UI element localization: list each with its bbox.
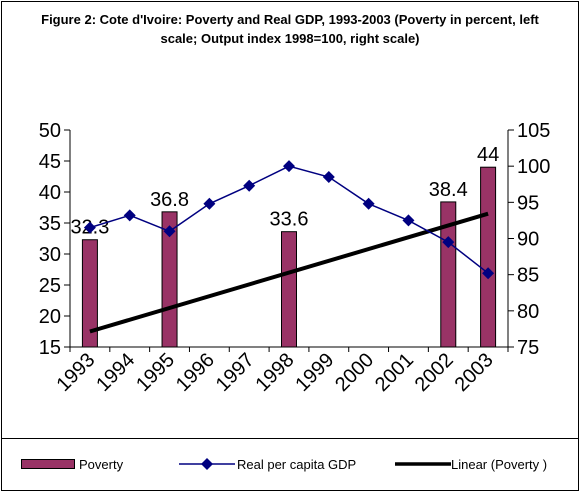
y-right-tick-label: 85 [517, 265, 539, 287]
chart-title: Figure 2: Cote d'Ivoire: Poverty and Rea… [40, 10, 540, 48]
chart-title-text: Figure 2: Cote d'Ivoire: Poverty and Rea… [41, 12, 539, 46]
y-left-tick-label: 40 [39, 182, 61, 204]
y-left-tick-label: 30 [39, 244, 61, 266]
y-right-tick-label: 90 [517, 229, 539, 251]
gdp-point-marker [402, 214, 415, 227]
bar-data-label: 33.6 [270, 209, 309, 231]
legend-label-gdp: Real per capita GDP [237, 456, 357, 472]
y-left-tick-label: 45 [39, 151, 61, 173]
legend-label-trend: Linear (Poverty ) [451, 456, 548, 472]
gdp-point-marker [83, 221, 96, 234]
x-tick-label: 2001 [371, 349, 418, 396]
y-left-tick-label: 25 [39, 275, 61, 297]
legend-item-poverty: Poverty [21, 455, 123, 473]
x-tick-label: 1996 [172, 349, 219, 396]
gdp-point-marker [243, 179, 256, 192]
legend-label-poverty: Poverty [79, 456, 124, 472]
y-right-tick-label: 95 [517, 192, 539, 214]
bar-poverty [480, 166, 497, 348]
y-right-tick-label: 80 [517, 301, 539, 323]
x-tick-label: 2003 [451, 349, 498, 396]
bar-data-label: 38.4 [429, 179, 468, 201]
trendline-poverty [89, 211, 489, 334]
gdp-point-marker [203, 197, 216, 210]
x-tick-label: 1997 [212, 349, 259, 396]
legend-swatch-poverty [21, 459, 75, 469]
gdp-point-marker [283, 160, 295, 173]
gdp-point-marker [442, 236, 455, 249]
bar-poverty [281, 231, 297, 348]
gdp-point-marker [163, 225, 176, 238]
bar-poverty [81, 239, 98, 348]
legend: Poverty Real per capita GDP Linear (Pove… [1, 438, 579, 490]
gdp-point-marker [123, 209, 136, 222]
gdp-point-marker [362, 197, 375, 210]
x-tick-label: 1995 [132, 349, 179, 396]
legend-swatch-trend [395, 462, 451, 466]
legend-swatch-gdp [179, 458, 235, 470]
y-left-tick-label: 50 [39, 120, 61, 142]
y-right-tick-label: 105 [517, 120, 550, 142]
gdp-point-marker [322, 171, 335, 184]
x-tick-label: 2000 [331, 349, 378, 396]
bar-poverty [161, 211, 178, 348]
gdp-point-marker [482, 267, 495, 280]
legend-item-gdp: Real per capita GDP [179, 455, 356, 473]
x-tick-label: 1994 [92, 349, 139, 396]
bar-poverty [440, 201, 457, 348]
y-right-tick-label: 75 [517, 337, 539, 359]
y-right-tick-label: 100 [517, 156, 550, 178]
y-left-tick-label: 35 [39, 213, 61, 235]
bar-data-label: 44 [477, 144, 499, 166]
x-tick-label: 1999 [291, 349, 338, 396]
legend-item-trend: Linear (Poverty ) [395, 455, 547, 473]
y-left-tick-label: 20 [39, 306, 61, 328]
y-left-tick-label: 15 [39, 337, 61, 359]
x-tick-label: 1998 [252, 349, 299, 396]
x-tick-label: 2002 [411, 349, 458, 396]
bar-data-label: 36.8 [150, 189, 189, 211]
